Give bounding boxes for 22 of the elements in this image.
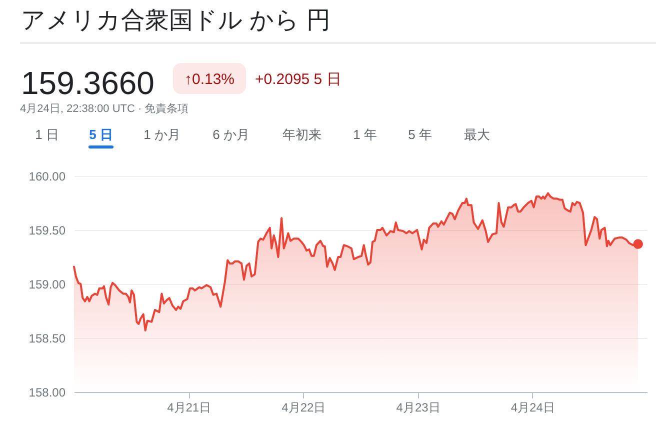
y-tick-label: 160.00 xyxy=(28,170,66,184)
text: 5 日 xyxy=(89,127,113,142)
text: 4月24日, 22:38:00 UTC · 免責条項 xyxy=(20,102,189,115)
text: 1 日 xyxy=(35,127,59,142)
text: 6 か月 xyxy=(212,127,250,142)
x-tick-label: 4月24日 xyxy=(510,400,555,414)
x-tick-label: 4月23日 xyxy=(396,400,440,414)
text: 1 か月 xyxy=(144,127,180,142)
x-tick-label: 4月21日 xyxy=(167,400,212,414)
y-tick-label: 158.50 xyxy=(28,332,66,346)
text: +0.2095 5 日 xyxy=(255,71,342,88)
x-tick-label: 4月22日 xyxy=(282,400,326,414)
y-tick-label: 159.50 xyxy=(28,224,66,238)
text: 1 年 xyxy=(353,127,377,142)
y-tick-label: 159.00 xyxy=(28,278,66,292)
chart-title: アメリカ合衆国ドル から 円 xyxy=(21,7,330,34)
text: 159.3660 xyxy=(21,65,154,101)
text: ↑0.13% xyxy=(184,71,235,88)
text: 最大 xyxy=(464,127,490,142)
text: 5 年 xyxy=(408,127,432,142)
text: 年初来 xyxy=(282,127,322,142)
y-tick-label: 158.00 xyxy=(28,386,66,400)
